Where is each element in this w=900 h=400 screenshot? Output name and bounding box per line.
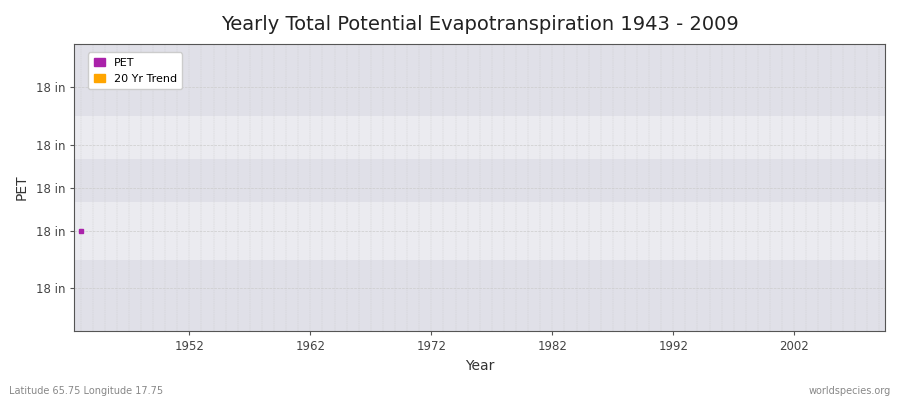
Bar	[75, 116, 885, 159]
Text: worldspecies.org: worldspecies.org	[809, 386, 891, 396]
Bar	[75, 159, 885, 202]
Text: Latitude 65.75 Longitude 17.75: Latitude 65.75 Longitude 17.75	[9, 386, 163, 396]
X-axis label: Year: Year	[465, 359, 494, 373]
Bar	[75, 202, 885, 260]
Bar	[75, 44, 885, 116]
Legend: PET, 20 Yr Trend: PET, 20 Yr Trend	[88, 52, 183, 89]
Title: Yearly Total Potential Evapotranspiration 1943 - 2009: Yearly Total Potential Evapotranspiratio…	[220, 15, 739, 34]
Bar	[75, 260, 885, 332]
Y-axis label: PET: PET	[15, 175, 29, 200]
